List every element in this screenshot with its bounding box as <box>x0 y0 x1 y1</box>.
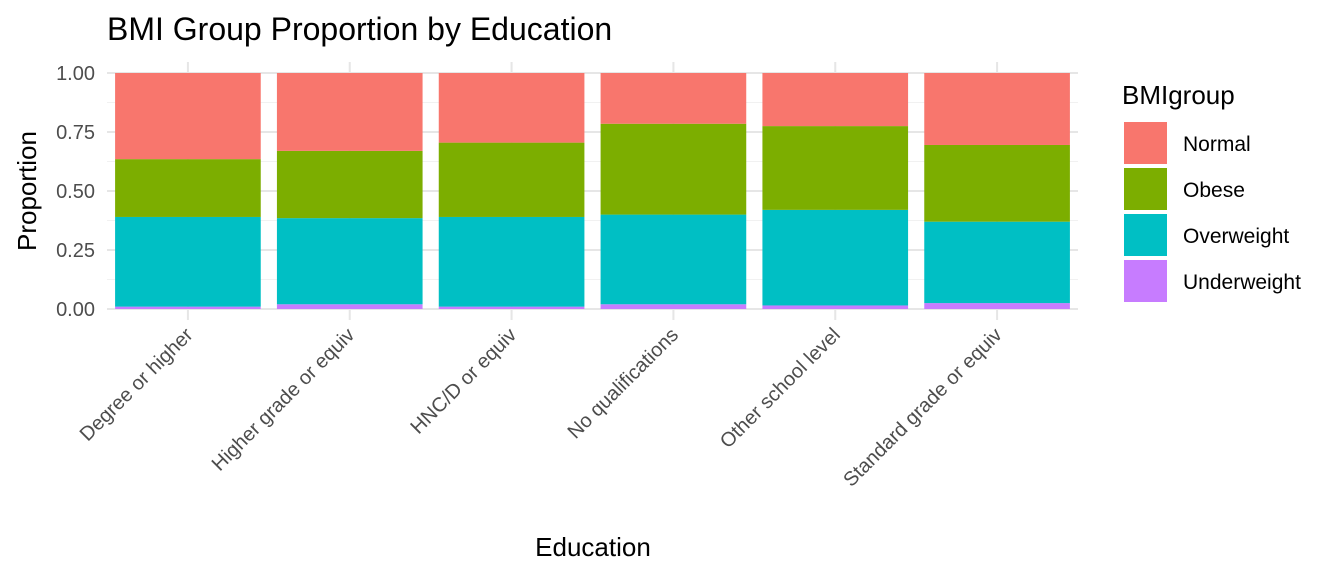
legend-label-obese: Obese <box>1183 179 1245 202</box>
bar-underweight <box>438 306 585 309</box>
bar-overweight <box>924 221 1070 304</box>
legend-label-normal: Normal <box>1183 133 1251 156</box>
y-tick-label: 0.50 <box>56 181 95 203</box>
bar-normal <box>762 73 909 127</box>
y-tick-label: 0.25 <box>56 240 95 262</box>
bar-normal <box>276 73 423 151</box>
x-axis-title: Education <box>535 532 651 562</box>
bar-normal <box>438 73 585 143</box>
x-tick-label: Degree or higher <box>76 324 198 446</box>
legend-swatch-overweight <box>1124 214 1167 256</box>
bar-underweight <box>115 306 261 309</box>
bar-overweight <box>438 216 585 307</box>
bar-obese <box>762 126 909 210</box>
chart-title: BMI Group Proportion by Education <box>107 11 612 47</box>
y-tick-label: 1.00 <box>56 63 95 85</box>
bar-normal <box>115 73 261 160</box>
x-tick-label: HNC/D or equiv <box>407 324 522 439</box>
bar-obese <box>115 159 261 217</box>
bar-underweight <box>600 304 747 309</box>
legend-label-overweight: Overweight <box>1183 225 1289 248</box>
bar-underweight <box>762 305 909 309</box>
legend: BMIgroup Normal Obese Overweight Underweigh… <box>1122 80 1301 302</box>
bar-obese <box>276 150 423 219</box>
y-axis-ticks: 0.00 0.25 0.50 0.75 1.00 <box>56 63 95 321</box>
bar-obese <box>600 123 747 215</box>
legend-swatch-underweight <box>1124 260 1167 302</box>
bar-obese <box>924 144 1070 222</box>
bars <box>115 73 1070 309</box>
bar-normal <box>600 73 747 124</box>
bar-overweight <box>276 218 423 305</box>
bar-underweight <box>276 304 423 309</box>
x-tick-label: Higher grade or equiv <box>208 324 360 476</box>
y-axis-title: Proportion <box>12 131 42 251</box>
legend-swatch-obese <box>1124 168 1167 210</box>
legend-label-underweight: Underweight <box>1183 271 1301 294</box>
bar-normal <box>924 73 1070 145</box>
bar-overweight <box>600 214 747 305</box>
x-tick-label: Standard grade or equiv <box>839 324 1006 491</box>
bar-obese <box>438 142 585 217</box>
x-axis-ticks: Degree or higher Higher grade or equiv HNC… <box>76 324 1007 492</box>
x-tick-label: No qualifications <box>564 324 683 443</box>
y-tick-label: 0.00 <box>56 299 95 321</box>
legend-title: BMIgroup <box>1122 80 1235 110</box>
bar-overweight <box>762 209 909 306</box>
y-tick-label: 0.75 <box>56 122 95 144</box>
x-tick-label: Other school level <box>716 324 845 453</box>
legend-swatch-normal <box>1124 122 1167 164</box>
bar-overweight <box>115 216 261 307</box>
bar-underweight <box>924 303 1070 309</box>
